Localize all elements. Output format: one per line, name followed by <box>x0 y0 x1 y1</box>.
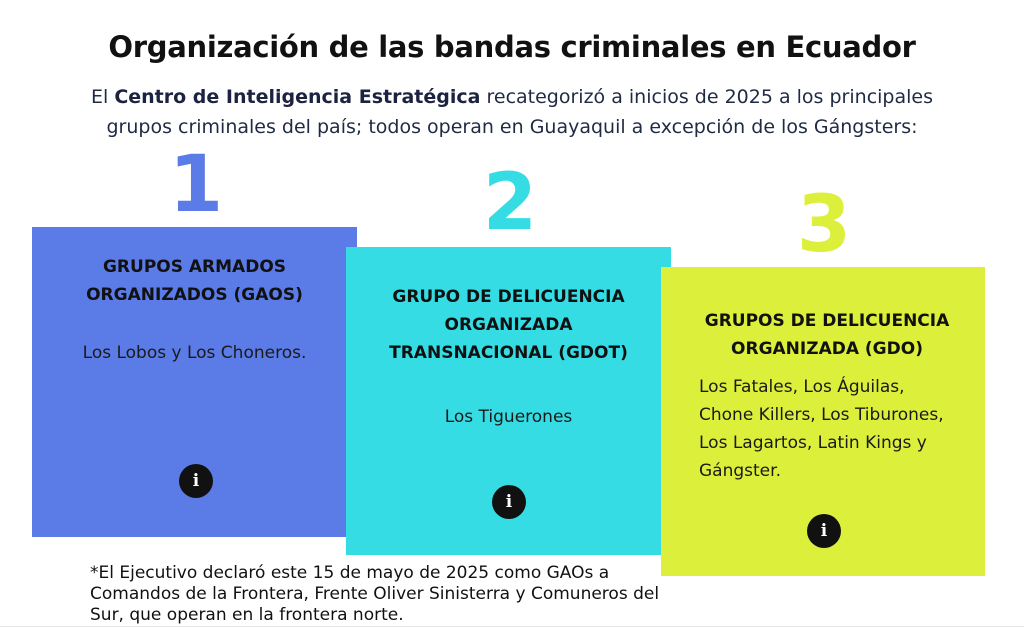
bottom-divider <box>0 626 1024 627</box>
info-icon[interactable]: i <box>492 485 526 519</box>
footnote: *El Ejecutivo declaró este 15 de mayo de… <box>90 563 660 625</box>
group-members: Los Lobos y Los Choneros. <box>82 343 307 363</box>
group-heading: GRUPO DE DELICUENCIA ORGANIZADA TRANSNAC… <box>389 287 628 363</box>
info-icon[interactable]: i <box>179 464 213 498</box>
rank-number-2: 2 <box>482 158 538 248</box>
page-title: Organización de las bandas criminales en… <box>108 30 916 64</box>
intro-prefix: El <box>91 86 115 108</box>
intro-text: El Centro de Inteligencia Estratégica re… <box>60 82 964 142</box>
group-members: Los Fatales, Los Águilas, Chone Killers,… <box>699 377 944 481</box>
rank-number-3: 3 <box>796 180 852 270</box>
group-heading: GRUPOS ARMADOS ORGANIZADOS (GAOS) <box>86 257 303 305</box>
rank-number-1: 1 <box>168 140 224 230</box>
group-heading: GRUPOS DE DELICUENCIA ORGANIZADA (GDO) <box>704 311 950 359</box>
group-members: Los Tiguerones <box>444 407 573 427</box>
info-icon[interactable]: i <box>807 514 841 548</box>
intro-highlight: Centro de Inteligencia Estratégica <box>114 86 481 108</box>
intro-suffix: recategorizó a inicios de 2025 a los pri… <box>106 86 933 138</box>
